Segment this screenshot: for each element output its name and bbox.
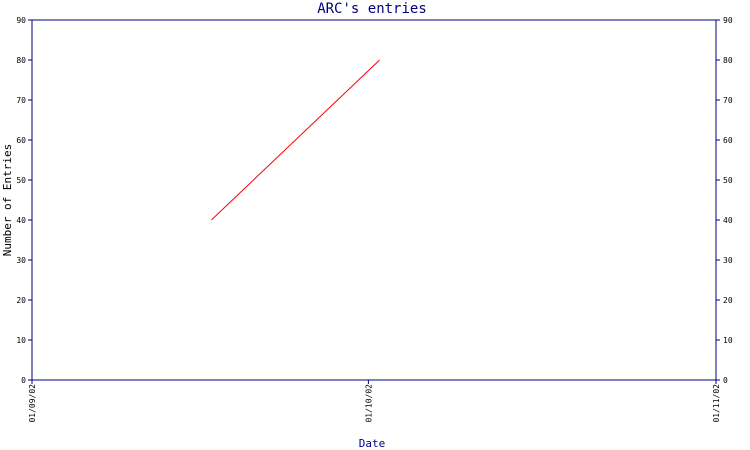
y-tick-label-right: 20 bbox=[723, 296, 733, 305]
y-tick-label-right: 50 bbox=[723, 176, 733, 185]
y-tick-label-right: 0 bbox=[723, 376, 728, 385]
chart-title: ARC's entries bbox=[317, 1, 427, 17]
y-tick-label-left: 80 bbox=[16, 56, 26, 65]
y-tick-label-left: 90 bbox=[16, 16, 26, 25]
x-axis: 01/09/02 01/10/02 01/11/02 bbox=[28, 380, 721, 423]
y-tick-label-right: 10 bbox=[723, 336, 733, 345]
y-tick-label-right: 30 bbox=[723, 256, 733, 265]
x-tick-label: 01/10/02 bbox=[364, 384, 373, 423]
x-axis-label: Date bbox=[359, 437, 386, 450]
y-axis-label: Number of Entries bbox=[1, 144, 14, 257]
plot-frame bbox=[31, 19, 717, 381]
y-tick-label-right: 60 bbox=[723, 136, 733, 145]
y-axis-right: 0 10 20 30 40 50 60 70 80 90 bbox=[716, 16, 733, 385]
x-tick-label: 01/09/02 bbox=[28, 384, 37, 423]
x-tick-label: 01/11/02 bbox=[712, 384, 721, 423]
y-tick-label-left: 50 bbox=[16, 176, 26, 185]
y-tick-label-left: 60 bbox=[16, 136, 26, 145]
y-tick-label-right: 70 bbox=[723, 96, 733, 105]
y-tick-label-left: 40 bbox=[16, 216, 26, 225]
y-tick-label-left: 30 bbox=[16, 256, 26, 265]
y-tick-label-right: 40 bbox=[723, 216, 733, 225]
series-line bbox=[211, 59, 380, 221]
y-tick-label-left: 0 bbox=[21, 376, 26, 385]
y-tick-label-right: 80 bbox=[723, 56, 733, 65]
y-tick-label-left: 20 bbox=[16, 296, 26, 305]
y-axis-left: 0 10 20 30 40 50 60 70 80 90 bbox=[16, 16, 32, 385]
y-tick-label-right: 90 bbox=[723, 16, 733, 25]
y-tick-label-left: 10 bbox=[16, 336, 26, 345]
y-tick-label-left: 70 bbox=[16, 96, 26, 105]
series-layer bbox=[211, 59, 380, 221]
